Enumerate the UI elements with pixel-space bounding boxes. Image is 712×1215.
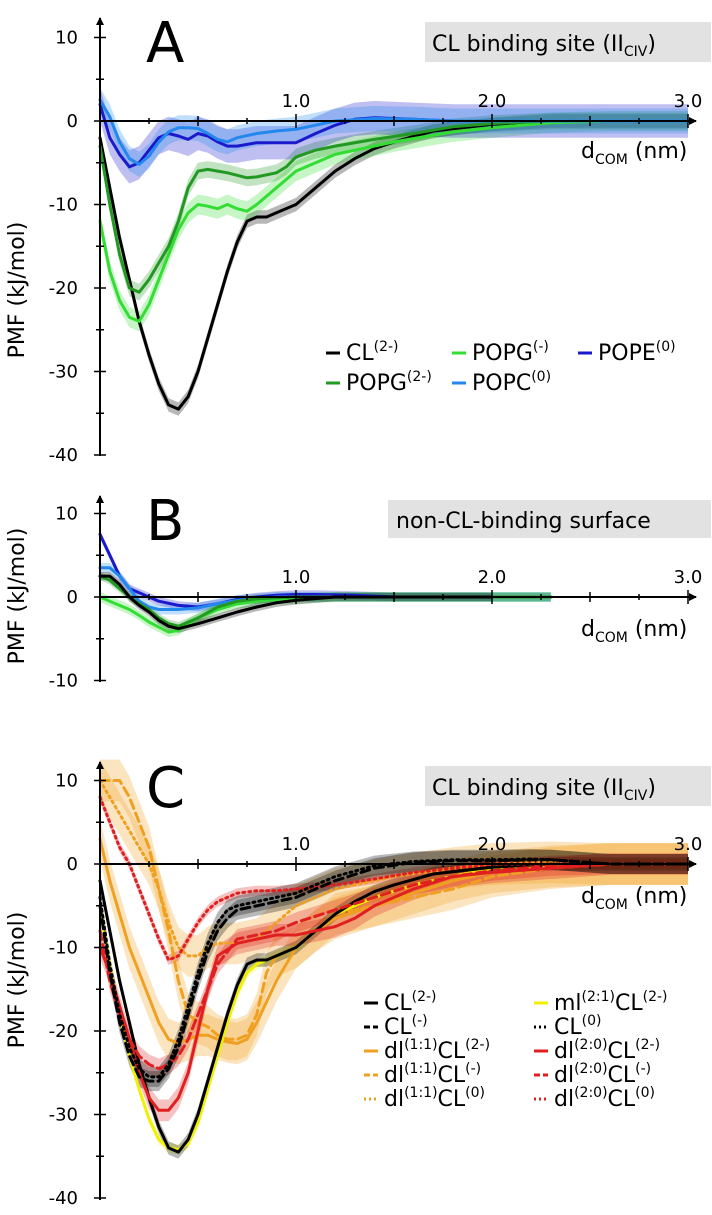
panel-a-legend-item: POPG(-) — [452, 339, 549, 366]
panel-c-band-dl-1-1-cl — [100, 759, 688, 1061]
panel-a-ylabel: PMF (kJ/mol) — [5, 222, 30, 359]
panel-c-ylabel: PMF (kJ/mol) — [5, 912, 30, 1049]
panel-c-legend-label: dl(2:0)CL(0) — [554, 1085, 655, 1112]
panel-a-legend-label: CL(2-) — [346, 339, 399, 366]
panel-c-legend-label: dl(1:1)CL(2-) — [384, 1037, 490, 1064]
panel-c-y-tick-label: -10 — [49, 938, 78, 959]
panel-c-y-tick-label: 10 — [55, 771, 78, 792]
panel-letter-b: B — [146, 489, 184, 554]
panel-b-title-box — [388, 500, 711, 538]
panel-c-legend-label: dl(2:0)CL(2-) — [554, 1037, 660, 1064]
panel-c-legend: CL(2-) ml(2:1)CL(2-) CL(-) CL(0) dl(1:1)CL(2… — [364, 989, 668, 1112]
panel-c: C CL binding site (IICIV) PMF (kJ/mol) d… — [5, 756, 711, 1209]
panel-c-series-dl-2-0-cl-0 — [98, 795, 690, 962]
panel-b: B non-CL-binding surface PMF (kJ/mol) dC… — [5, 489, 711, 692]
panel-c-legend-item: dl(2:0)CL(2-) — [534, 1037, 660, 1064]
panel-c-legend-item: ml(2:1)CL(2-) — [534, 989, 668, 1016]
panel-a-legend-label: POPE(0) — [598, 339, 676, 366]
panel-a: A CL binding site (IICIV) PMF (kJ/mol) d… — [5, 11, 711, 466]
panel-c-title: CL binding site (IICIV) — [432, 776, 656, 804]
panel-c-legend-item: CL(-) — [364, 1013, 428, 1040]
panel-c-legend-item: dl(1:1)CL(-) — [364, 1061, 481, 1088]
panel-a-legend-item: POPG(2-) — [326, 369, 432, 396]
panel-c-legend-label: dl(2:0)CL(-) — [554, 1061, 651, 1088]
panel-c-legend-item: dl(2:0)CL(-) — [534, 1061, 651, 1088]
panel-c-legend-label: ml(2:1)CL(2-) — [554, 989, 668, 1016]
panel-c-legend-label: CL(2-) — [384, 989, 437, 1016]
panel-c-legend-item: dl(1:1)CL(0) — [364, 1085, 485, 1112]
panel-b-x-tick-label: 3.0 — [674, 567, 703, 588]
panel-b-title: non-CL-binding surface — [396, 509, 651, 534]
panel-c-legend-label: CL(0) — [554, 1013, 601, 1040]
panel-a-legend-label: POPC(0) — [472, 369, 551, 396]
panel-c-legend-label: CL(-) — [384, 1013, 428, 1040]
panel-c-y-tick-label: -20 — [49, 1021, 78, 1042]
panel-c-legend-label: dl(1:1)CL(0) — [384, 1085, 485, 1112]
panel-c-band-cl — [100, 849, 688, 1092]
panel-a-legend-item: POPC(0) — [452, 369, 551, 396]
panel-a-xlabel: dCOM (nm) — [581, 139, 687, 168]
panel-b-x-tick-label: 2.0 — [478, 567, 507, 588]
panel-b-ylabel: PMF (kJ/mol) — [5, 528, 30, 665]
panel-c-legend-item: dl(1:1)CL(2-) — [364, 1037, 490, 1064]
panel-a-series-popg — [98, 119, 690, 323]
panel-a-y-tick-label: 10 — [55, 28, 78, 49]
panel-a-title-box — [425, 22, 711, 62]
panel-b-x-tick-label: 1.0 — [282, 567, 311, 588]
panel-c-series-cl — [98, 858, 690, 1083]
panel-c-legend-item: CL(2-) — [364, 989, 437, 1016]
panel-a-legend: CL(2-) POPG(-) POPE(0) POPG(2-) POPC(0) — [326, 339, 676, 396]
panel-a-y-tick-label: -40 — [49, 445, 78, 466]
panel-c-band-dl-1-1-cl-2 — [100, 818, 688, 1065]
panel-b-band-popg-2 — [100, 572, 551, 631]
panel-c-legend-label: dl(1:1)CL(-) — [384, 1061, 481, 1088]
panel-c-series-cl-0 — [98, 857, 690, 1079]
panel-b-y-tick-label: 0 — [67, 587, 78, 608]
panel-c-y-tick-label: -40 — [49, 1188, 78, 1209]
panel-a-y-tick-label: -20 — [49, 278, 78, 299]
panel-a-legend-label: POPG(2-) — [346, 369, 432, 396]
panel-a-legend-item: CL(2-) — [326, 339, 399, 366]
panel-a-y-tick-label: -30 — [49, 362, 78, 383]
panel-c-legend-item: dl(2:0)CL(0) — [534, 1085, 655, 1112]
panel-a-x-tick-label: 1.0 — [282, 91, 311, 112]
panel-c-series-dl-1-1-cl-2 — [98, 837, 690, 1045]
panel-a-y-tick-label: -10 — [49, 195, 78, 216]
panel-c-x-tick-label: 1.0 — [282, 834, 311, 855]
panel-a-series-popg-2 — [98, 119, 690, 294]
panel-c-y-tick-label: -30 — [49, 1105, 78, 1126]
panel-a-x-tick-label: 2.0 — [478, 91, 507, 112]
panel-c-xlabel: dCOM (nm) — [581, 884, 687, 913]
panel-a-band-popc-0 — [100, 87, 688, 177]
panel-c-band-dl-2-0-cl-0 — [100, 792, 688, 965]
panel-a-y-tick-label: 0 — [67, 111, 78, 132]
panel-a-x-tick-label: 3.0 — [674, 91, 703, 112]
panel-letter-c: C — [146, 756, 185, 821]
panel-letter-a: A — [146, 11, 184, 76]
panel-a-legend-label: POPG(-) — [472, 339, 549, 366]
panel-b-y-tick-label: -10 — [49, 671, 78, 692]
panel-a-legend-item: POPE(0) — [578, 339, 676, 366]
panel-c-band-dl-2-0-cl-2 — [100, 853, 688, 1122]
panel-c-x-tick-label: 2.0 — [478, 834, 507, 855]
panel-c-series-dl-2-0-cl-2 — [98, 862, 690, 1112]
panel-b-xlabel: dCOM (nm) — [581, 617, 687, 646]
panel-b-band-popc-0 — [100, 562, 551, 615]
panel-c-y-tick-label: 0 — [67, 854, 78, 875]
panel-a-band-pope-0 — [100, 87, 688, 184]
panel-c-title-box — [425, 766, 711, 806]
panel-c-series-dl-1-1-cl — [98, 779, 690, 1041]
panel-a-title: CL binding site (IICIV) — [432, 32, 656, 60]
panel-b-y-tick-label: 10 — [55, 504, 78, 525]
panel-c-x-tick-label: 3.0 — [674, 834, 703, 855]
panel-c-legend-item: CL(0) — [534, 1013, 601, 1040]
